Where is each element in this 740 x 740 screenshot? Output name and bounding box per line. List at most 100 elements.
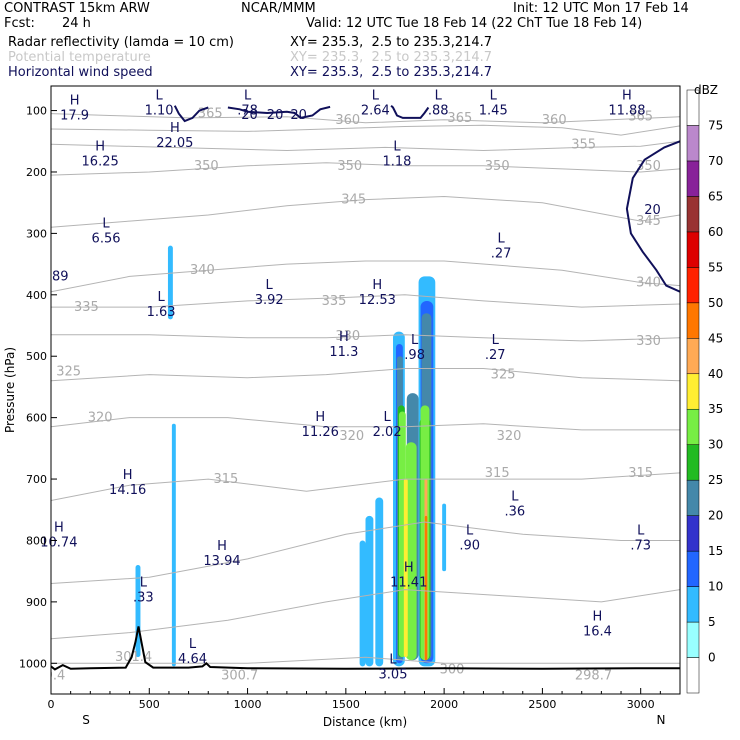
colorbar-tick-label: 35 [708,402,723,416]
extremum-type: L [435,89,443,104]
extremum-value: .98 [404,348,425,363]
colorbar-tick-label: 20 [708,509,723,523]
wind-extremum: H12.53 [359,278,396,308]
reflectivity-layer [135,245,447,667]
theta-contour-label: 325 [491,368,516,383]
extremum-value: 6.56 [92,231,121,246]
wind-extremum: L.27 [491,232,512,262]
wind-extremum: H14.16 [109,468,146,498]
extremum-type: H [54,520,64,535]
extremum-value: 22.05 [156,136,193,151]
colorbar-tick-label: 25 [708,473,723,487]
colorbar-tick-label: 55 [708,260,723,274]
y-tick-label: 200 [26,166,47,179]
extremum-type: H [315,410,325,425]
y-tick-label: 100 [26,105,47,118]
theta-contour-label: 350 [485,159,510,174]
extremum-value: 17.9 [60,109,89,124]
extremum-value: 3.92 [255,293,284,308]
theta-contour-line [51,368,680,382]
wind-extremum: L3.05 [379,652,408,682]
colorbar-tick-label: 45 [708,331,723,345]
extremum-type: L [466,523,474,538]
wind-extremum: H17.9 [60,94,89,124]
reflectivity-cell [424,515,428,661]
wind-extremum: H16.4 [583,609,612,639]
extremum-value: 13.94 [203,554,240,569]
extremum-value: 10.74 [40,535,77,550]
reflectivity-cell [375,497,384,667]
theta-contour-line [51,656,680,664]
wind-extremum: H22.05 [156,121,193,151]
theta-contour-label: 300.7 [221,669,258,684]
theta-contour-label: 315 [214,472,239,487]
theta-contour-line [51,294,680,308]
extremum-type: L [102,216,110,231]
extremum-value: 16.4 [583,624,612,639]
forecast-label: Fcst: [4,16,35,31]
extremum-type: L [157,290,165,305]
colorbar-tick-label: 40 [708,367,723,381]
wind-extremum: L1.18 [382,140,411,170]
colorbar-tick-label: 60 [708,225,723,239]
extremum-type: H [372,278,382,293]
theta-contour-label: 9.4 [45,669,66,684]
colorbar-tick-label: 10 [708,580,723,594]
theta-contour-label: 360 [542,113,567,128]
theta-contour-line [51,589,680,640]
wind-extremum: L.78 [237,89,258,119]
extremum-type: L [637,523,645,538]
y-tick-label: 1000 [19,657,47,670]
colorbar-unit: dBZ [694,83,718,97]
extremum-type: H [404,560,414,575]
colorbar-swatch [686,550,700,587]
wind-extremum: L.36 [505,490,526,520]
extremum-value: 1.18 [382,155,411,170]
theta-contour-label: 340 [190,263,215,278]
wind-contour-line [625,140,680,293]
extremum-type: H [95,140,105,155]
extremum-value: 1.63 [147,305,176,320]
colorbar-swatch [686,125,700,162]
wind-extremum: L1.63 [147,290,176,320]
axes-layer: 0 500 1000 1500 2000 2500 3000 100 200 300 400 500 6… [19,105,681,711]
theta-contour-label: 350 [194,159,219,174]
wind-contour-label: 20 [644,203,661,218]
wind-extremum: H11.26 [302,410,339,440]
colorbar-swatch [686,89,700,126]
reflectivity-cell [171,423,176,667]
y-tick-label: 900 [26,596,47,609]
colorbar-tick-label: 70 [708,154,723,168]
colorbar-swatch [686,373,700,410]
wind-extremum: H13.94 [203,539,240,569]
extremum-type: L [492,333,500,348]
theta-contour-line [51,417,680,431]
field-wind-name: Horizontal wind speed [8,65,153,80]
organization: NCAR/MMM [241,1,316,16]
extremum-type: H [217,539,227,554]
theta-contour-label: 365 [628,110,653,125]
colorbar-tick-label: 30 [708,438,723,452]
extremum-value: 1.10 [145,104,174,119]
extremum-value: 14.16 [109,483,146,498]
theta-contour-line [51,472,680,501]
colorbar-tick-label: 75 [708,118,723,132]
y-tick-label: 500 [26,350,47,363]
colorbar-swatch [686,267,700,304]
extremum-value: 2.02 [373,425,402,440]
theta-contour-label: 350 [337,159,362,174]
theta-contour-line [51,260,680,293]
extremum-type: H [339,330,349,345]
wind-extremum: L3.92 [255,278,284,308]
extremum-value: 2.64 [361,104,390,119]
x-tick-label: 0 [48,698,55,711]
reflectivity-cell [442,503,447,572]
wind-extremum: H16.25 [82,140,119,170]
theta-contour-label: 365 [198,107,223,122]
wind-contour-layer: 20 20 20 20 [173,104,680,293]
extremum-type: L [383,410,391,425]
colorbar-tick-label: 5 [708,615,716,629]
wind-contour-label: 20 [267,108,284,123]
